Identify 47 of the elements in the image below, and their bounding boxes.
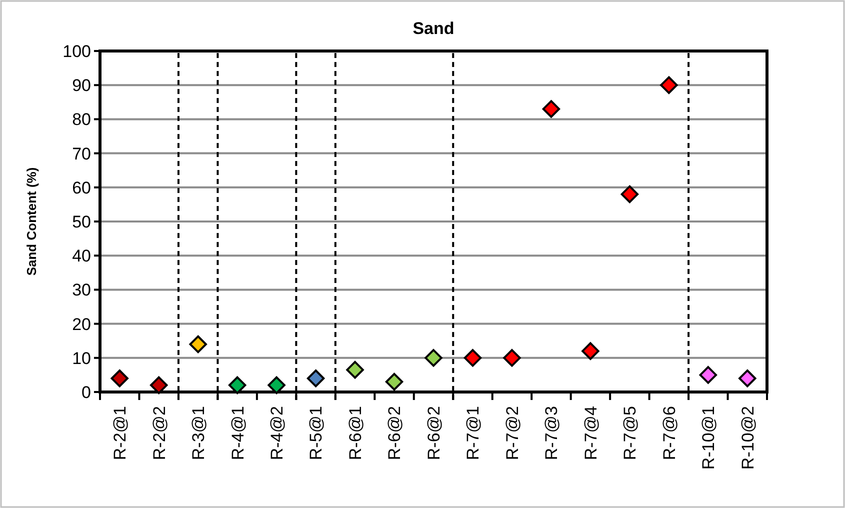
x-tick-label: R-4@2 xyxy=(268,406,287,460)
point xyxy=(110,369,128,388)
point xyxy=(346,360,364,379)
point xyxy=(660,76,678,94)
y-tick-label: 90 xyxy=(72,76,91,96)
y-tick-label: 40 xyxy=(72,246,91,266)
x-tick-label: R-7@2 xyxy=(502,406,522,460)
x-tick-label: R-2@2 xyxy=(150,406,169,460)
y-tick-label: 100 xyxy=(62,42,91,61)
x-tick-label: R-3@1 xyxy=(189,406,208,460)
x-tick-label: R-10@1 xyxy=(699,406,718,470)
y-tick-label: 30 xyxy=(72,280,91,300)
y-tick-label: 70 xyxy=(72,144,91,164)
point xyxy=(699,366,718,384)
point xyxy=(542,100,560,118)
x-tick-label: R-2@1 xyxy=(110,406,130,460)
x-tick-label: R-6@2 xyxy=(385,406,404,460)
point xyxy=(424,349,442,367)
x-tick-label: R-6@1 xyxy=(346,406,365,460)
y-axis-title: Sand Content (%) xyxy=(24,167,39,276)
y-tick-label: 20 xyxy=(72,314,91,334)
x-tick-label: R-6@2 xyxy=(424,406,444,460)
chart-title: Sand xyxy=(412,19,454,38)
point xyxy=(228,376,246,394)
x-tick-label: R-5@1 xyxy=(306,406,326,460)
point xyxy=(150,376,168,394)
point xyxy=(268,376,286,394)
y-tick-label: 10 xyxy=(72,348,91,368)
x-tick-label: R-7@1 xyxy=(464,406,483,460)
point xyxy=(306,369,325,388)
point xyxy=(385,372,404,391)
point xyxy=(464,349,482,367)
x-tick-label: R-7@5 xyxy=(620,406,640,460)
point xyxy=(582,342,600,360)
point xyxy=(189,335,207,354)
y-tick-label: 60 xyxy=(72,178,91,198)
x-tick-label: R-4@1 xyxy=(228,406,248,460)
x-tick-label: R-7@6 xyxy=(660,406,679,460)
point xyxy=(620,185,639,204)
y-tick-label: 0 xyxy=(82,382,91,402)
point xyxy=(503,349,521,367)
y-tick-label: 50 xyxy=(72,212,91,232)
x-tick-label: R-7@3 xyxy=(542,406,562,460)
point xyxy=(738,369,756,388)
x-tick-label: R-7@4 xyxy=(581,406,600,460)
y-tick-label: 80 xyxy=(72,110,91,130)
x-tick-label: R-10@2 xyxy=(738,406,758,470)
